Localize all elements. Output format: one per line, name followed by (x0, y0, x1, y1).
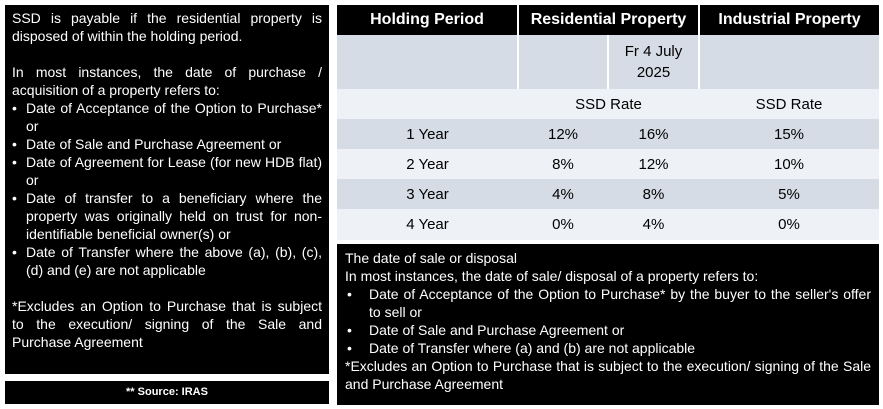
res-new-rate-cell: 16% (608, 119, 700, 149)
table-row: 3 Year 4% 8% 5% (337, 179, 880, 209)
spacer (12, 45, 322, 63)
list-item: Date of Transfer where the above (a), (b… (12, 243, 322, 279)
res-old-rate-cell: 0% (518, 209, 608, 240)
header-holding-period: Holding Period (337, 5, 519, 35)
list-item: Date of Sale and Purchase Agreement or (345, 321, 871, 339)
industrial-rate-label: SSD Rate (699, 89, 880, 119)
empty-cell (699, 35, 880, 89)
purchase-footnote: *Excludes an Option to Purchase that is … (12, 298, 322, 350)
ind-rate-cell: 5% (699, 179, 880, 209)
list-item: Date of Sale and Purchase Agreement or (12, 135, 322, 153)
empty-cell (337, 89, 518, 119)
purchase-date-list: Date of Acceptance of the Option to Purc… (12, 99, 322, 279)
ssd-intro-text: SSD is payable if the residential proper… (12, 10, 322, 44)
ind-rate-cell: 0% (699, 209, 880, 240)
purchase-date-intro: In most instances, the date of purchase … (12, 64, 322, 98)
ind-rate-cell: 10% (699, 149, 880, 179)
list-item: Date of Agreement for Lease (for new HDB… (12, 153, 322, 189)
purchase-date-info-panel: SSD is payable if the residential proper… (5, 5, 329, 374)
empty-cell (518, 35, 609, 89)
sale-date-title: The date of sale or disposal (345, 250, 517, 266)
period-cell: 3 Year (337, 179, 518, 209)
sale-date-intro: In most instances, the date of sale/ dis… (345, 268, 759, 284)
effective-date-cell: Fr 4 July 2025 (608, 35, 701, 89)
table-row: 4 Year 0% 4% 0% (337, 209, 880, 240)
header-residential: Residential Property (518, 5, 701, 35)
residential-rate-label: SSD Rate (518, 89, 700, 119)
source-label: ** Source: IRAS (5, 381, 329, 404)
res-old-rate-cell: 4% (518, 179, 608, 209)
sale-date-list: Date of Acceptance of the Option to Purc… (345, 285, 871, 357)
empty-cell (337, 35, 519, 89)
list-item: Date of transfer to a beneficiary where … (12, 189, 322, 243)
period-cell: 4 Year (337, 209, 518, 240)
list-item: Date of Acceptance of the Option to Purc… (12, 99, 322, 135)
period-cell: 1 Year (337, 119, 518, 149)
rate-label-row: SSD Rate SSD Rate (337, 89, 880, 119)
ssd-rate-table-wrapper: Holding Period Residential Property Indu… (337, 5, 880, 240)
table-row: 2 Year 8% 12% 10% (337, 149, 880, 179)
list-item: Date of Acceptance of the Option to Purc… (345, 285, 871, 321)
res-new-rate-cell: 12% (608, 149, 700, 179)
res-old-rate-cell: 12% (518, 119, 608, 149)
spacer (12, 279, 322, 297)
sale-date-info-panel: The date of sale or disposal In most ins… (337, 244, 879, 405)
period-cell: 2 Year (337, 149, 518, 179)
list-item: Date of Transfer where (a) and (b) are n… (345, 339, 871, 357)
res-old-rate-cell: 8% (518, 149, 608, 179)
ssd-rate-table: Holding Period Residential Property Indu… (337, 5, 880, 240)
res-new-rate-cell: 8% (608, 179, 700, 209)
date-row: Fr 4 July 2025 (337, 35, 880, 89)
table-header-row: Holding Period Residential Property Indu… (337, 5, 880, 35)
ind-rate-cell: 15% (699, 119, 880, 149)
table-row: 1 Year 12% 16% 15% (337, 119, 880, 149)
header-industrial: Industrial Property (699, 5, 880, 35)
res-new-rate-cell: 4% (608, 209, 700, 240)
sale-footnote: *Excludes an Option to Purchase that is … (345, 358, 871, 392)
